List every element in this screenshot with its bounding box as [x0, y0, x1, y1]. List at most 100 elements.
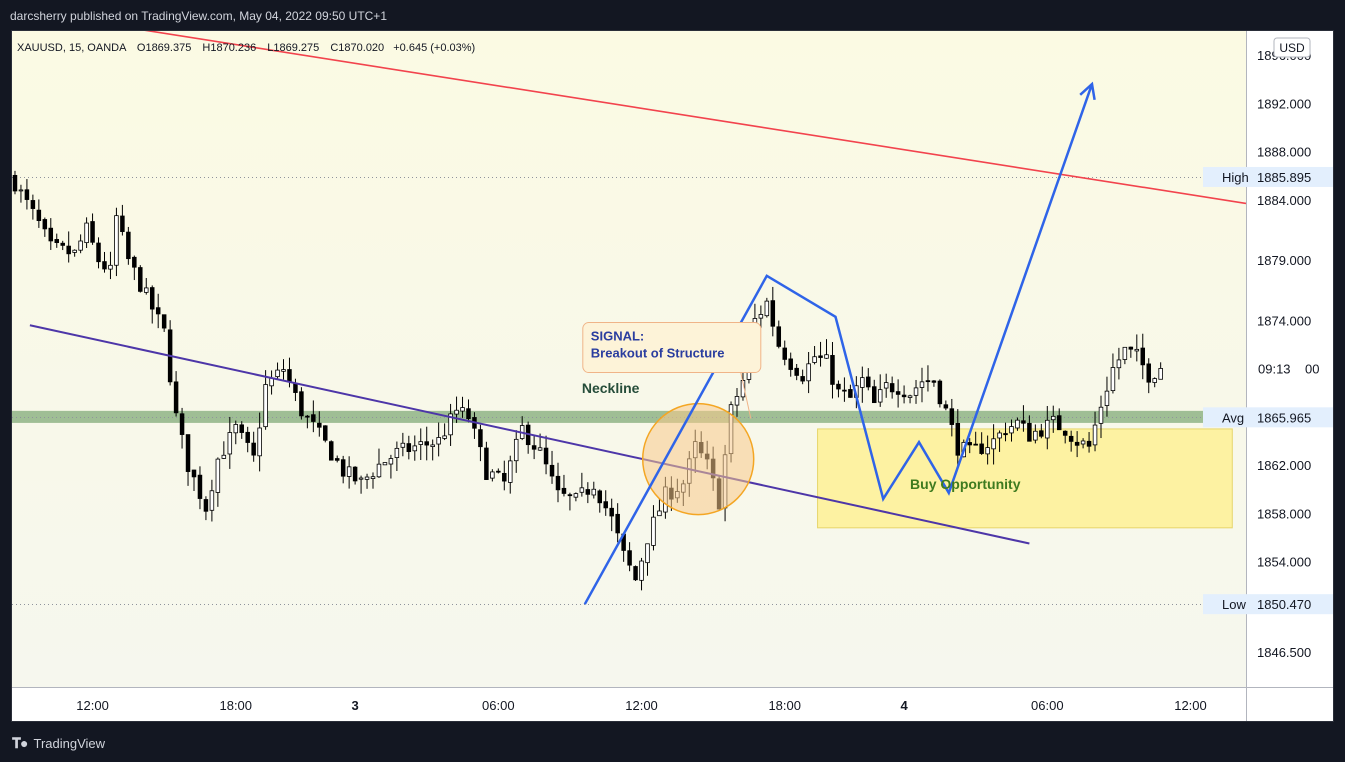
candle-body: [233, 424, 239, 434]
candle-body: [102, 261, 107, 270]
candle-body: [478, 429, 483, 448]
price-badge-name-high: High: [1222, 170, 1249, 185]
candle: [1134, 334, 1140, 362]
candle-body: [633, 566, 638, 581]
candle: [215, 457, 221, 507]
candle: [836, 380, 841, 398]
tradingview-logo[interactable]: 𝐓● TradingView: [12, 735, 105, 752]
candle-body: [836, 383, 841, 390]
candle: [567, 492, 573, 511]
purple-trendline[interactable]: [29, 324, 1030, 545]
candle-body: [54, 239, 60, 244]
candle: [173, 371, 179, 417]
candle-body: [824, 354, 829, 359]
candle: [376, 448, 382, 478]
candle: [299, 387, 304, 420]
candle: [543, 435, 549, 475]
candle: [430, 439, 435, 461]
candle: [323, 425, 328, 443]
candle: [561, 474, 567, 497]
candle-body: [108, 264, 113, 270]
candle: [78, 234, 83, 254]
candle-body: [603, 501, 608, 509]
price-tick-label: 1874.000: [1257, 313, 1311, 328]
candle-body: [812, 356, 817, 363]
candle-body: [299, 391, 304, 417]
buy-zone: [817, 428, 1233, 529]
candle-body: [90, 221, 95, 243]
candle-body: [764, 300, 770, 317]
candle: [573, 492, 579, 502]
candle-body: [460, 407, 465, 412]
candle: [842, 377, 847, 402]
price-badge-high[interactable]: [1203, 166, 1333, 187]
candle: [860, 366, 865, 403]
candle-body: [889, 383, 895, 393]
candle-body: [24, 189, 30, 200]
price-tick-label: 1884.000: [1257, 193, 1311, 208]
candle: [1045, 405, 1050, 450]
chart-svg[interactable]: SIGNAL: Breakout of Structure Neckline Buy …: [12, 31, 1333, 721]
candle: [436, 422, 441, 457]
candle-body: [221, 454, 227, 459]
candle-body: [949, 408, 955, 425]
candle-body: [227, 432, 233, 455]
candle: [48, 218, 54, 250]
candle: [597, 489, 603, 513]
candle: [400, 432, 406, 457]
currency-badge-box[interactable]: [1273, 37, 1311, 58]
legend-change: +0.645 (+0.03%): [393, 42, 475, 54]
candle-body: [400, 442, 406, 448]
candle-body: [591, 488, 597, 496]
candle-body: [96, 242, 101, 263]
candle: [830, 342, 835, 399]
candle-body: [376, 463, 382, 478]
candle-body: [860, 377, 865, 388]
signal-callout-box: [582, 322, 762, 374]
candle-body: [1098, 406, 1104, 424]
candle: [931, 380, 937, 387]
candle-body: [323, 425, 328, 441]
candle: [54, 233, 60, 248]
price-badge-low[interactable]: [1203, 594, 1333, 615]
signal-callout-pointer: [740, 372, 752, 419]
candle: [985, 435, 990, 465]
candle-body: [442, 435, 447, 439]
candle-body: [311, 414, 316, 422]
candle-body: [543, 447, 549, 465]
price-badge-avg[interactable]: [1203, 407, 1333, 428]
candle: [132, 255, 137, 281]
candle: [979, 432, 984, 455]
candle: [949, 398, 955, 437]
candle-body: [144, 287, 149, 293]
signal-circle[interactable]: [641, 402, 755, 516]
candle-body: [1039, 430, 1044, 437]
svg-text:XAUUSD, 15, OANDA O1869.: XAUUSD, 15, OANDA O1869.375 H1870.236 L1…: [17, 42, 475, 54]
candle-body: [370, 476, 376, 479]
chart-frame[interactable]: SIGNAL: Breakout of Structure Neckline Buy …: [11, 30, 1334, 722]
candle-body: [161, 314, 167, 329]
candle: [919, 367, 925, 403]
time-tick-label: 12:00: [1174, 698, 1207, 713]
candle: [460, 396, 465, 418]
candle: [866, 368, 871, 391]
candle: [126, 226, 131, 265]
candle-body: [967, 442, 972, 446]
candle: [72, 249, 77, 257]
candle: [991, 424, 996, 465]
candle-body: [36, 209, 42, 221]
projection-path[interactable]: [583, 83, 1094, 605]
candle-body: [334, 458, 340, 461]
candle-body: [513, 438, 519, 462]
candle: [502, 460, 507, 491]
candle: [161, 314, 167, 332]
currency-badge: USD: [1279, 41, 1305, 55]
candle-body: [508, 460, 513, 483]
candle: [871, 379, 877, 404]
candle-body: [215, 458, 221, 493]
candle-body: [466, 408, 471, 420]
candle: [967, 438, 972, 454]
candle: [340, 455, 346, 484]
candle-body: [317, 422, 322, 428]
candle-body: [179, 413, 185, 435]
